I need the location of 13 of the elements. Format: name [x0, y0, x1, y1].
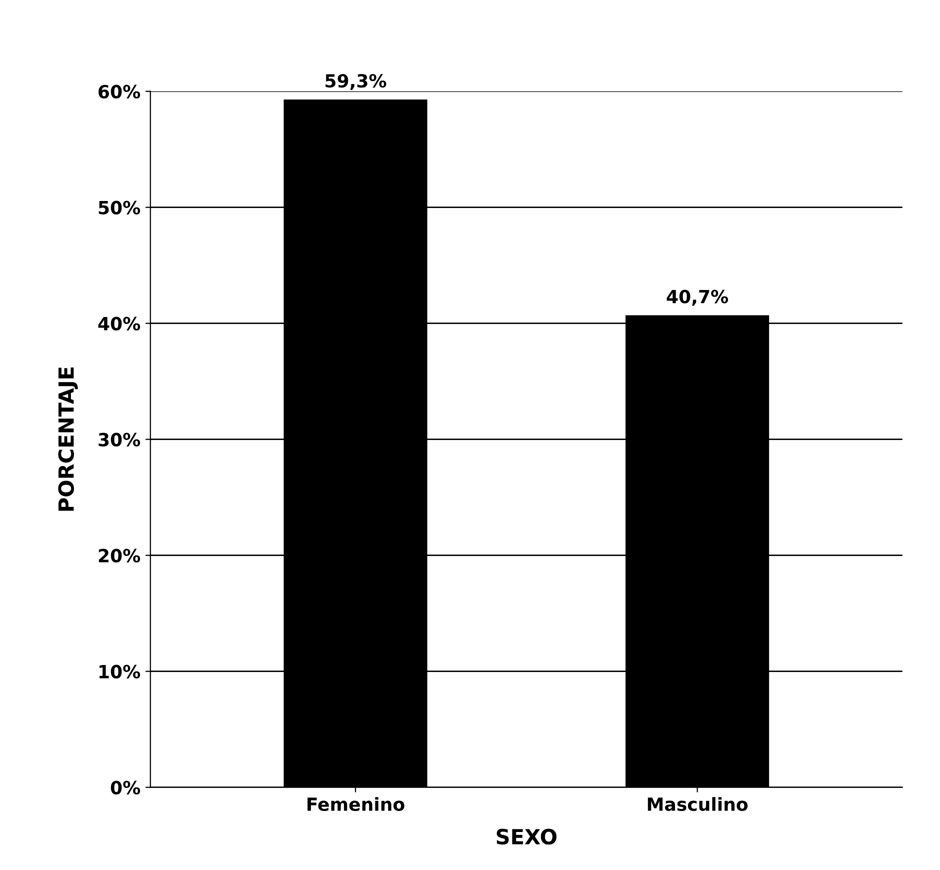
y-axis-title: PORCENTAJE — [58, 368, 78, 511]
y-tick-label: 60% — [98, 84, 140, 98]
y-tick-label: 40% — [98, 316, 140, 330]
x-tick-label: Masculino — [648, 797, 748, 812]
y-tick-label: 20% — [98, 548, 140, 562]
y-tick-label: 30% — [98, 432, 140, 446]
x-tick-label: Femenino — [308, 797, 404, 812]
data-label: 40,7% — [666, 290, 728, 306]
y-tick-label: 0% — [110, 780, 140, 794]
x-axis-title: SEXO — [496, 828, 556, 845]
y-tick-label: 50% — [98, 200, 140, 214]
data-label: 59,3% — [326, 74, 386, 90]
y-tick-label: 10% — [99, 664, 140, 678]
